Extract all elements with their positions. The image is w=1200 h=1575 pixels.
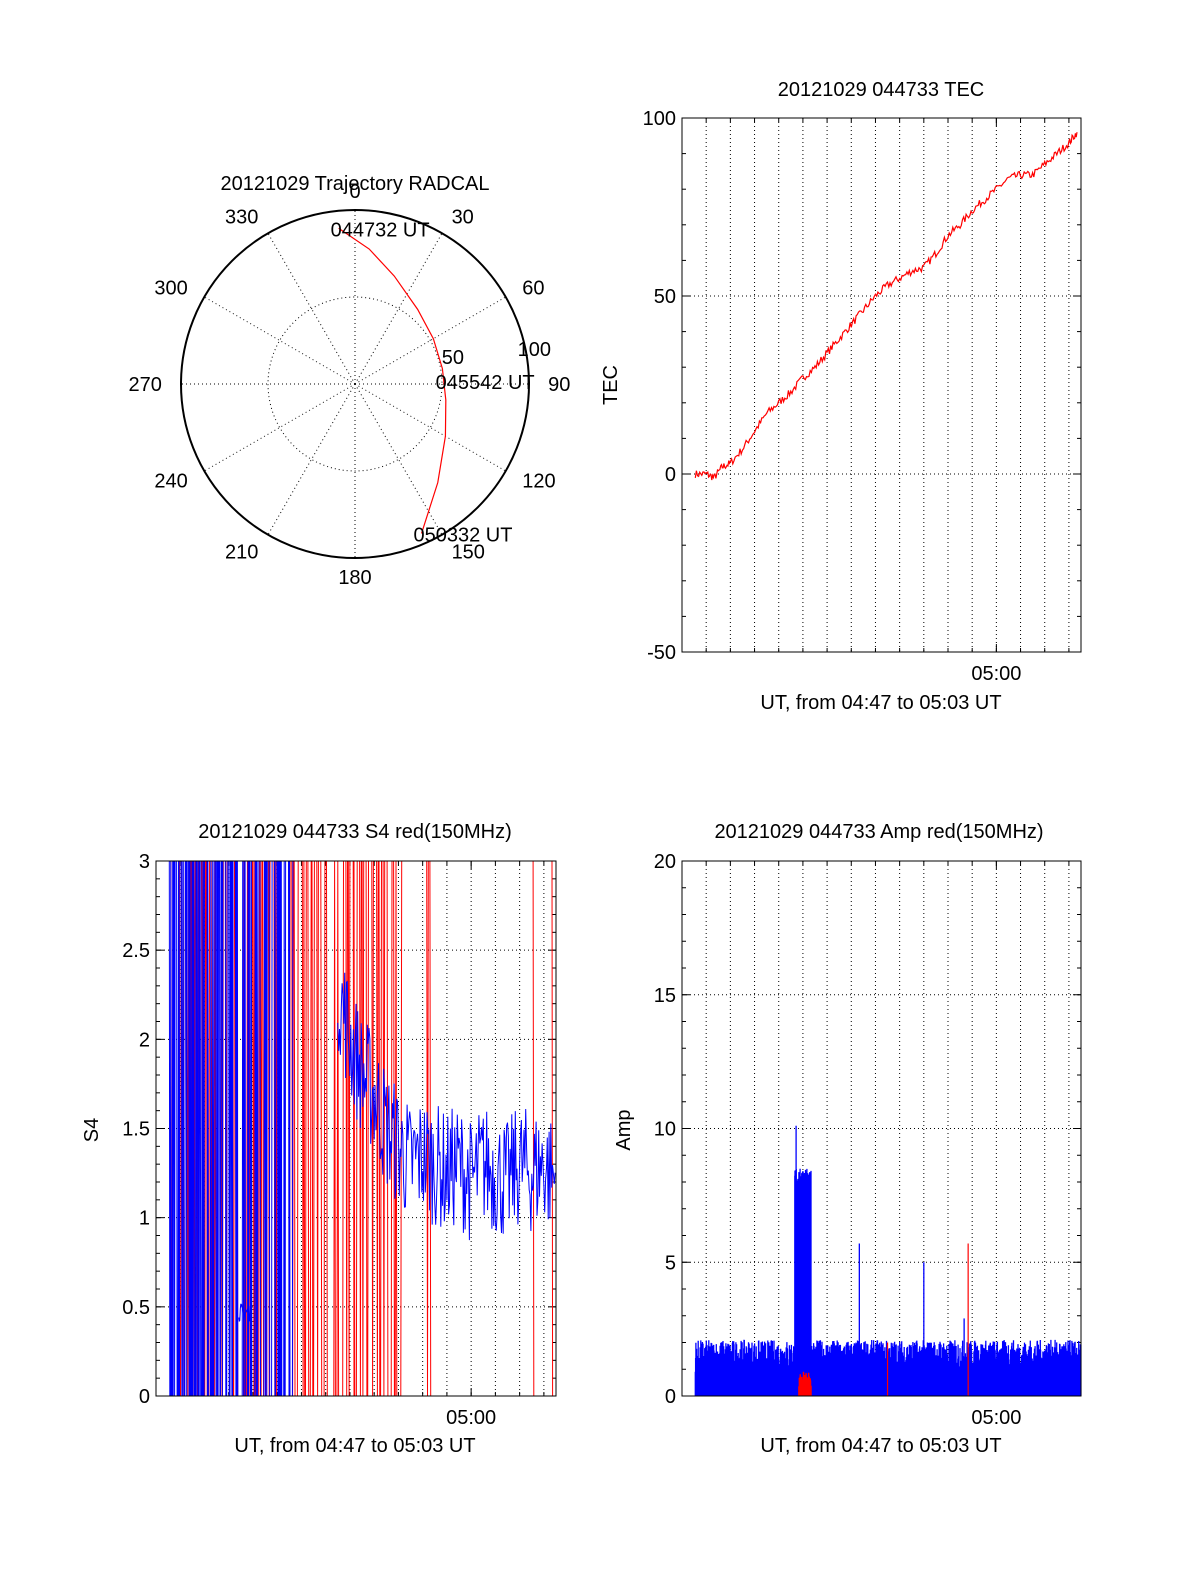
polar-radial-label: 50 — [442, 347, 464, 369]
amp-chart-title: 20121029 044733 Amp red(150MHz) — [714, 821, 1043, 843]
polar-spoke — [354, 296, 506, 385]
amp-chart: 20121029 044733 Amp red(150MHz) UT, from… — [613, 821, 1082, 1457]
polar-angle-label: 210 — [225, 541, 258, 563]
tec-x-tick-label: 05:00 — [971, 663, 1021, 685]
s4-y-tick-label: 2.5 — [122, 940, 150, 962]
amp-blue-burst — [794, 1125, 812, 1396]
tec-x-axis-label: UT, from 04:47 to 05:03 UT — [760, 692, 1001, 714]
polar-angle-label: 180 — [338, 567, 371, 589]
s4-y-tick-label: 0.5 — [122, 1297, 150, 1319]
tec-grid — [682, 118, 1081, 652]
polar-angle-label: 90 — [548, 374, 570, 396]
polar-spoke — [267, 233, 356, 385]
polar-trajectory-chart: 20121029 Trajectory RADCAL 0 30 60 90 120 150… — [128, 173, 570, 589]
s4-red-trace — [353, 860, 403, 1397]
polar-spoke — [354, 233, 443, 385]
s4-blue-tail-trace — [337, 972, 556, 1241]
s4-y-tick-label: 3 — [139, 851, 150, 873]
polar-outer-ring — [180, 209, 530, 559]
amp-y-tick-label: 5 — [665, 1252, 676, 1274]
polar-point-label: 050332 UT — [414, 524, 513, 546]
polar-spoke — [267, 383, 356, 535]
s4-x-tick-label: 05:00 — [446, 1407, 496, 1429]
polar-inner-ring — [267, 296, 443, 472]
polar-point-label: 045542 UT — [436, 372, 535, 394]
polar-angle-label: 30 — [452, 207, 474, 229]
amp-red-series — [798, 1243, 969, 1396]
amp-y-tick-label: 20 — [654, 851, 676, 873]
amp-x-axis-label: UT, from 04:47 to 05:03 UT — [760, 1435, 1001, 1457]
polar-spoke — [204, 383, 356, 472]
amp-red-burst — [798, 1371, 812, 1396]
s4-chart-title: 20121029 044733 S4 red(150MHz) — [198, 821, 512, 843]
tec-chart: 20121029 044733 TEC UT, from 04:47 to 05… — [600, 79, 1082, 714]
tec-plot-border — [681, 117, 1082, 653]
s4-y-tick-label: 1 — [139, 1208, 150, 1230]
polar-angle-label: 0 — [349, 181, 360, 203]
s4-plot-border — [155, 860, 557, 1397]
amp-blue-noise — [694, 1339, 1082, 1396]
amp-y-tick-label: 0 — [665, 1386, 676, 1408]
polar-angle-label: 300 — [154, 277, 187, 299]
tec-y-axis-label: TEC — [600, 365, 622, 405]
amp-grid — [682, 861, 1081, 1396]
tec-series-line — [694, 132, 1078, 481]
amp-y-tick-label: 15 — [654, 985, 676, 1007]
polar-trajectory-line — [338, 227, 447, 534]
tec-chart-title: 20121029 044733 TEC — [778, 79, 984, 101]
s4-chart: 20121029 044733 S4 red(150MHz) UT, from … — [81, 821, 557, 1457]
polar-angle-label: 60 — [522, 277, 544, 299]
polar-radial-label: 100 — [518, 339, 551, 361]
amp-x-tick-label: 05:00 — [971, 1407, 1021, 1429]
amp-blue-series — [694, 1125, 1082, 1396]
tec-y-tick-label: 100 — [643, 108, 676, 130]
polar-angle-label: 240 — [154, 471, 187, 493]
s4-blue-trace — [271, 860, 294, 1397]
s4-y-tick-label: 2 — [139, 1029, 150, 1051]
amp-plot-border — [681, 860, 1082, 1397]
polar-spoke — [354, 383, 506, 472]
amp-y-axis-label: Amp — [613, 1109, 635, 1150]
polar-spoke — [354, 383, 443, 535]
tec-y-tick-label: -50 — [647, 642, 676, 664]
polar-point-label: 044732 UT — [331, 219, 430, 241]
polar-angle-label: 270 — [128, 374, 161, 396]
s4-x-axis-label: UT, from 04:47 to 05:03 UT — [234, 1435, 475, 1457]
s4-blue-trace — [238, 1303, 252, 1323]
amp-y-tick-label: 10 — [654, 1119, 676, 1141]
s4-y-tick-label: 1.5 — [122, 1119, 150, 1141]
tec-y-tick-label: 0 — [665, 464, 676, 486]
tec-y-tick-label: 50 — [654, 286, 676, 308]
polar-angle-label: 120 — [522, 471, 555, 493]
polar-chart-title: 20121029 Trajectory RADCAL — [220, 173, 489, 195]
s4-y-tick-label: 0 — [139, 1386, 150, 1408]
polar-spoke — [204, 296, 356, 385]
polar-angle-label: 330 — [225, 207, 258, 229]
polar-angle-label: 150 — [452, 541, 485, 563]
s4-y-axis-label: S4 — [81, 1118, 103, 1142]
